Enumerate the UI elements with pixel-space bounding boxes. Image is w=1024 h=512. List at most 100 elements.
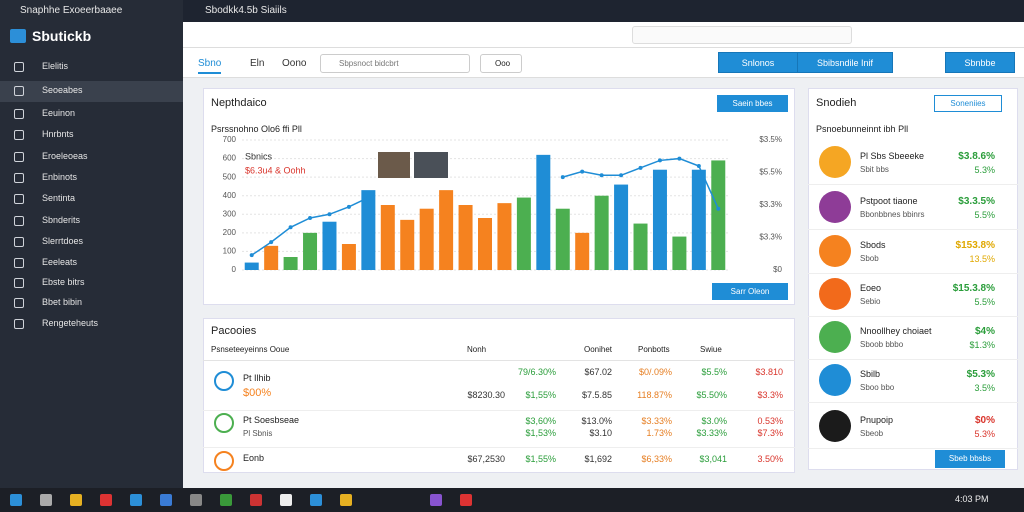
row-name: Pt Ilhib	[243, 373, 271, 383]
item-sub: Sbit bbs	[860, 165, 889, 174]
nav-item[interactable]: Seoeabes	[42, 85, 83, 95]
taskbar-icon[interactable]	[280, 494, 292, 506]
select[interactable]: Ooo	[480, 54, 522, 73]
row-name: Eonb	[243, 453, 265, 463]
item-sub: Sbeob	[860, 429, 884, 438]
item-sub: Sbob	[860, 254, 879, 263]
taskbar-icon[interactable]	[460, 494, 472, 506]
item-name[interactable]: Nnoollhey choiaet	[860, 326, 932, 336]
nav-item[interactable]: Bbet bibin	[42, 297, 83, 307]
taskbar-icon[interactable]	[310, 494, 322, 506]
cell: $0/.09%	[638, 367, 672, 377]
cell: $67,2530	[467, 454, 505, 464]
item-change: 5.5%	[974, 210, 995, 220]
nav-icon	[14, 109, 24, 119]
nav-icon	[14, 173, 24, 183]
row-icon	[214, 451, 234, 471]
cell: 1.73%	[646, 428, 672, 438]
avatar	[819, 278, 851, 310]
cell: $8230.30	[467, 390, 505, 400]
nav-icon	[14, 237, 24, 247]
avatar	[819, 146, 851, 178]
taskbar-icon[interactable]	[40, 494, 52, 506]
taskbar-icon[interactable]	[340, 494, 352, 506]
taskbar	[0, 488, 1024, 512]
nav-item[interactable]: Eroeleoeas	[42, 151, 88, 161]
row-icon	[214, 371, 234, 391]
cell: 3.50%	[757, 454, 783, 464]
taskbar-icon[interactable]	[70, 494, 82, 506]
item-change: 5.3%	[974, 165, 995, 175]
nav-item[interactable]: Sbnderits	[42, 215, 81, 225]
toolbar-tab[interactable]: Sbno	[198, 58, 222, 74]
nav-item[interactable]: Rengeteheuts	[42, 318, 99, 328]
cell: $3.810	[755, 367, 783, 377]
taskbar-icon[interactable]	[220, 494, 232, 506]
toolbar-button[interactable]: Snlonos	[718, 52, 798, 73]
item-value: $3.8.6%	[958, 151, 995, 162]
item-name[interactable]: Pstpoot tiaone	[860, 196, 918, 206]
panel-button[interactable]: Saein bbes	[717, 95, 788, 112]
nav-icon	[14, 216, 24, 226]
tab-bar	[0, 0, 1024, 22]
table-header: Oonihet	[584, 345, 613, 354]
search-box[interactable]: Sbpsnoct bidcbrt	[320, 54, 470, 73]
item-name[interactable]: Pnupoip	[860, 415, 894, 425]
nav-item[interactable]: Elelitis	[42, 61, 69, 71]
nav-item[interactable]: Hnrbnts	[42, 129, 74, 139]
row-sub: $00%	[243, 387, 272, 399]
item-change: 3.5%	[974, 383, 995, 393]
item-value: $0%	[974, 415, 995, 426]
nav-icon	[14, 152, 24, 162]
taskbar-icon[interactable]	[190, 494, 202, 506]
item-name[interactable]: Sbods	[860, 240, 886, 250]
page-tab: Sbodkk4.5b Siaiils	[205, 5, 287, 16]
nav-item[interactable]: Eeuinon	[42, 108, 76, 118]
cell: $3,041	[699, 454, 727, 464]
nav-item[interactable]: Eeeleats	[42, 257, 78, 267]
item-name[interactable]: Sbilb	[860, 369, 881, 379]
taskbar-icon[interactable]	[10, 494, 22, 506]
panel-title: Snodieh	[816, 97, 857, 109]
taskbar-icon[interactable]	[100, 494, 112, 506]
avatar	[819, 235, 851, 267]
toolbar-tab[interactable]: Oono	[282, 58, 307, 69]
toolbar-button[interactable]: Sbnbbe	[945, 52, 1015, 73]
nav-item[interactable]: Slerrtdoes	[42, 236, 84, 246]
cell: 118.87%	[637, 390, 672, 400]
nav-icon	[14, 278, 24, 288]
item-name[interactable]: Eoeo	[860, 283, 882, 293]
taskbar-icon[interactable]	[430, 494, 442, 506]
item-value: $153.8%	[955, 240, 995, 251]
item-change: $1.3%	[969, 340, 995, 350]
taskbar-icon[interactable]	[130, 494, 142, 506]
panel-title: Nepthdaico	[211, 97, 267, 109]
nav-icon	[14, 130, 24, 140]
panel-button[interactable]: Soneniies	[934, 95, 1002, 112]
url-field	[632, 26, 852, 44]
cell: $1,55%	[525, 390, 556, 400]
toolbar-tab[interactable]: Eln	[250, 58, 265, 69]
taskbar-icon[interactable]	[160, 494, 172, 506]
footer-button[interactable]: Sarr Oleon	[712, 283, 788, 300]
item-change: 13.5%	[969, 254, 995, 264]
toolbar-button[interactable]: Sbibsndile Inif	[797, 52, 893, 73]
table-header: Ponbotts	[638, 345, 670, 354]
clock: 4:03 PM	[955, 494, 989, 504]
item-sub: Sebio	[860, 297, 881, 306]
chart-title: Psrssnohno Olo6 ffi Pll	[211, 124, 302, 134]
divider	[203, 360, 795, 361]
divider	[203, 410, 795, 411]
app-logo	[10, 29, 26, 43]
table-header: Swiue	[700, 345, 722, 354]
item-name[interactable]: Pl Sbs Sbeeeke	[860, 151, 925, 161]
divider	[808, 229, 1018, 230]
taskbar-icon[interactable]	[250, 494, 262, 506]
item-value: $3.3.5%	[958, 196, 995, 207]
nav-item[interactable]: Enbinots	[42, 172, 78, 182]
footer-button[interactable]: Sbeb bbsbs	[935, 450, 1005, 468]
nav-item[interactable]: Sentinta	[42, 193, 76, 203]
divider	[808, 359, 1018, 360]
nav-item[interactable]: Ebste bitrs	[42, 277, 85, 287]
avatar	[819, 321, 851, 353]
